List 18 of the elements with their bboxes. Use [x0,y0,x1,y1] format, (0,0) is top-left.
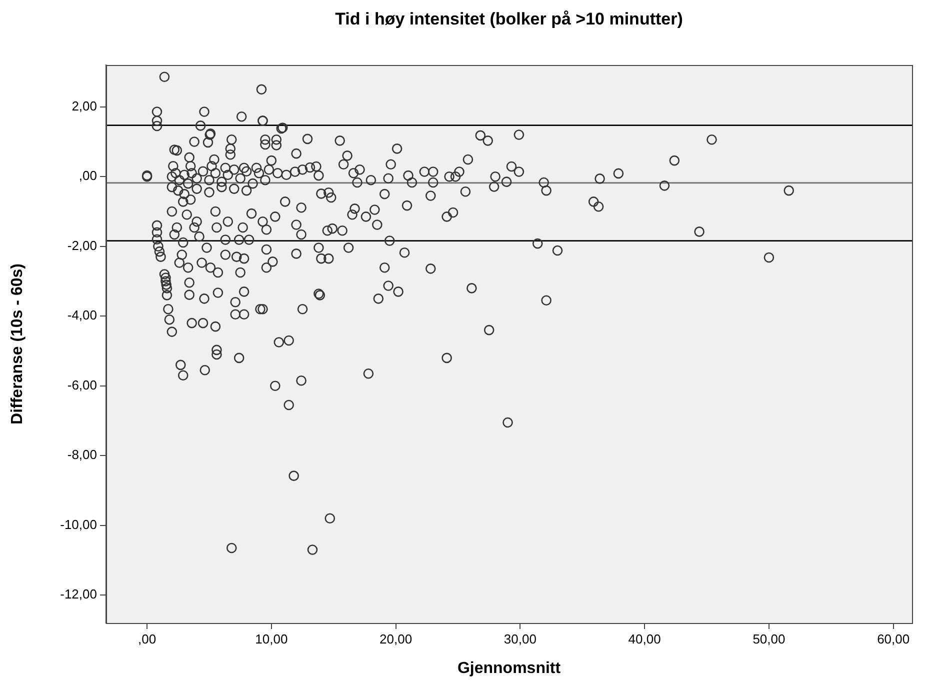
y-axis-title: Differanse (10s - 60s) [9,264,26,424]
x-tick-label: 20,00 [380,631,412,646]
x-tick-label: 10,00 [255,631,288,646]
x-tick-label: 30,00 [504,631,536,646]
chart-title: Tid i høy intensitet (bolker på >10 minutter) [335,10,683,29]
y-tick-label: -6,00 [67,377,97,392]
x-tick-label: 60,00 [877,631,910,646]
y-tick-label: ,00 [78,168,97,184]
x-axis-title: Gjennomsnitt [457,660,562,677]
y-tick-label: -12,00 [60,586,97,602]
y-tick-label: -10,00 [60,516,97,532]
y-tick-label: -2,00 [67,238,97,253]
x-tick-label: 40,00 [628,631,661,646]
y-tick-label: -8,00 [67,447,97,462]
y-tick-label: -4,00 [67,308,97,323]
x-tick-label: ,00 [138,631,156,646]
x-tick-label: 50,00 [752,631,786,646]
y-tick-label: 2,00 [72,98,97,114]
